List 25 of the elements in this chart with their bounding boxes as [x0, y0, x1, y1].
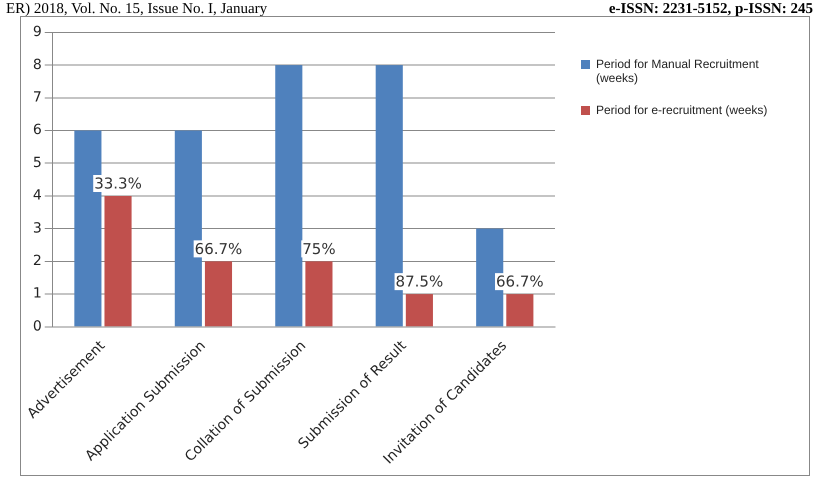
legend-label: Period for Manual Recruitment (weeks): [596, 57, 760, 85]
y-tick-label: 5: [32, 154, 42, 171]
bar: [406, 294, 433, 326]
y-tick-label: 0: [32, 318, 42, 334]
legend-label: Period for e-recruitment (weeks): [596, 103, 768, 117]
y-tick-label: 7: [32, 89, 42, 106]
y-tick-label: 9: [32, 24, 42, 40]
bar: [305, 261, 332, 326]
text: ER) 2018, Vol. No. 15, Issue No. I, January: [6, 0, 268, 18]
annotation: 66.7%: [194, 240, 242, 258]
y-tick-label: 1: [32, 286, 42, 302]
annotation: 87.5%: [396, 272, 444, 290]
text: e-ISSN: 2231-5152, p-ISSN: 245: [608, 0, 813, 18]
annotation: 33.3%: [94, 174, 142, 192]
y-tick-label: 2: [32, 253, 42, 270]
bar: [506, 294, 534, 326]
y-tick-label: 3: [32, 220, 42, 236]
bar: [104, 196, 132, 326]
y-tick-label: 8: [32, 56, 42, 73]
bar: [275, 65, 302, 326]
annotation: 66.7%: [496, 272, 544, 290]
bar: [204, 261, 232, 326]
y-tick-label: 4: [32, 188, 42, 204]
y-tick-label: 6: [32, 122, 42, 138]
annotation: 75%: [302, 240, 336, 258]
